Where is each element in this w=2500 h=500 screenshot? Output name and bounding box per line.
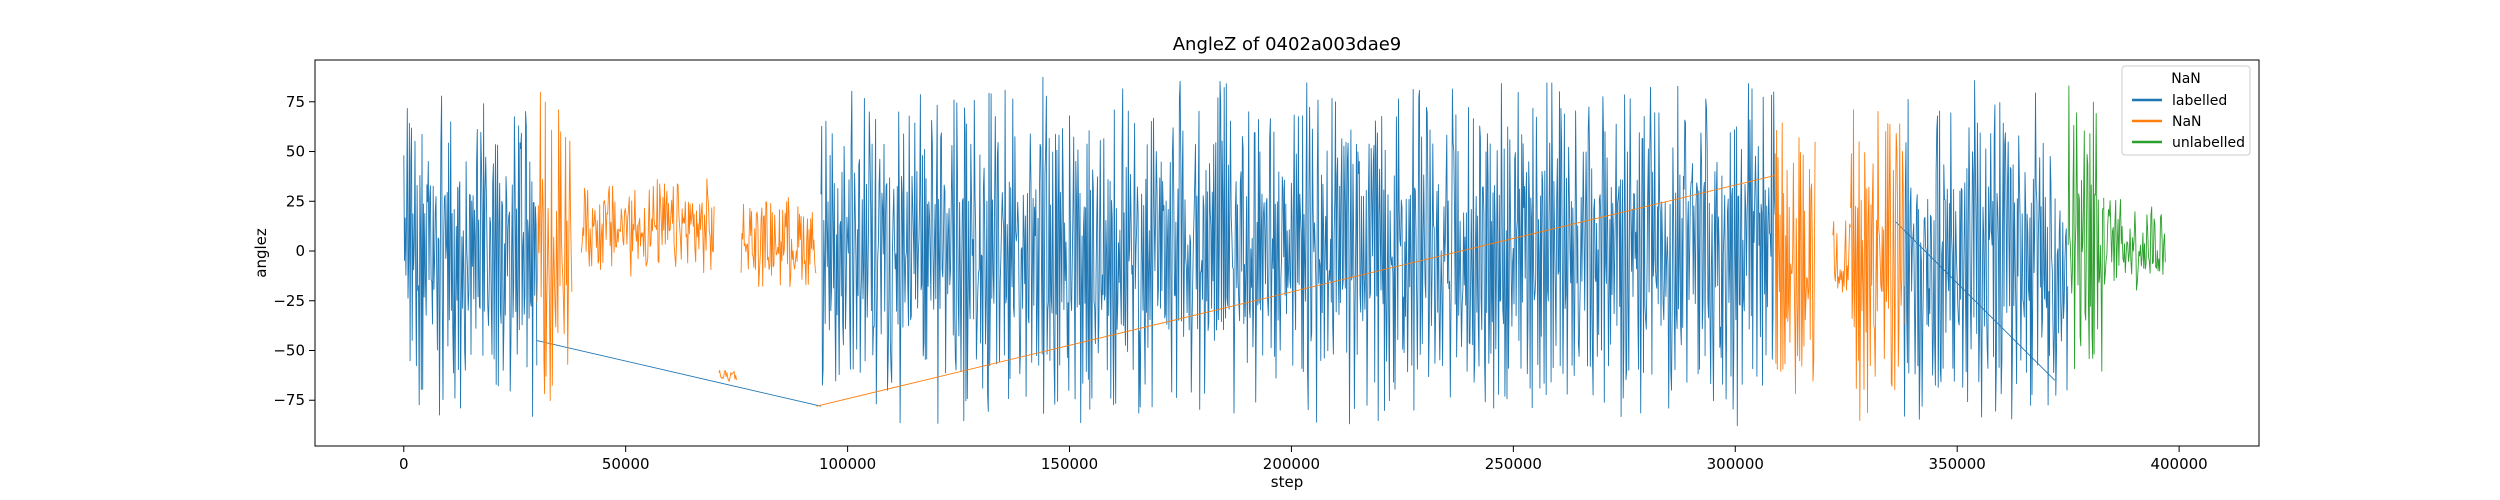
x-tick-label: 200000 [1263,455,1320,473]
series-line-segment [820,76,1776,426]
x-axis-label: step [1271,473,1303,491]
y-axis-label: anglez [252,228,270,278]
y-tick-label: 0 [295,242,305,260]
y-tick-label: 75 [286,93,305,111]
y-tick-label: 25 [286,192,305,210]
x-tick-label: 350000 [1929,455,1986,473]
series-line-segment [536,91,573,401]
series-line-segment [1850,109,1905,421]
series-line-segment [403,95,538,417]
x-tick-label: 0 [399,455,409,473]
y-tick-label: −75 [273,391,305,409]
legend-label-unlabelled: unlabelled [2172,135,2245,151]
series-line-segment [1903,80,2069,420]
series-line-segment [580,178,715,277]
chart-title: AngleZ of 0402a003dae9 [1173,34,1402,55]
x-tick-label: 150000 [1041,455,1098,473]
x-tick-label: 50000 [602,455,650,473]
series-line-segment [1832,220,1851,293]
series-labelled [403,76,2069,426]
legend-title: NaN [2171,71,2201,87]
legend-label-labelled: labelled [2172,93,2227,109]
x-tick-label: 100000 [819,455,876,473]
legend-box [2121,65,2251,156]
legend-label-nan: NaN [2172,114,2202,130]
series-line-segment [2103,197,2166,291]
series-line-segment [740,197,817,288]
x-tick-label: 250000 [1485,455,1542,473]
series-unlabelled [2067,85,2166,372]
x-axis: 0 50000 100000 150000 200000 250000 300000 3500… [399,446,2208,473]
series-line-segment [1774,122,1816,395]
series-connector-line [536,340,822,407]
x-tick-label: 300000 [1707,455,1764,473]
series-nan [536,91,1905,421]
series-line-segment [2067,85,2104,372]
y-tick-label: −50 [273,341,305,359]
y-axis: −75 −50 −25 0 25 50 75 [273,93,315,409]
series-connector-line [816,174,1776,407]
y-tick-label: −25 [273,292,305,310]
series-connector-line [1894,220,2056,381]
legend: NaN labelled NaN unlabelled [2121,65,2251,156]
series-layer [403,76,2166,426]
y-tick-label: 50 [286,143,305,161]
x-tick-label: 400000 [2150,455,2207,473]
plot-frame [314,59,2260,447]
series-line-segment [718,369,737,382]
